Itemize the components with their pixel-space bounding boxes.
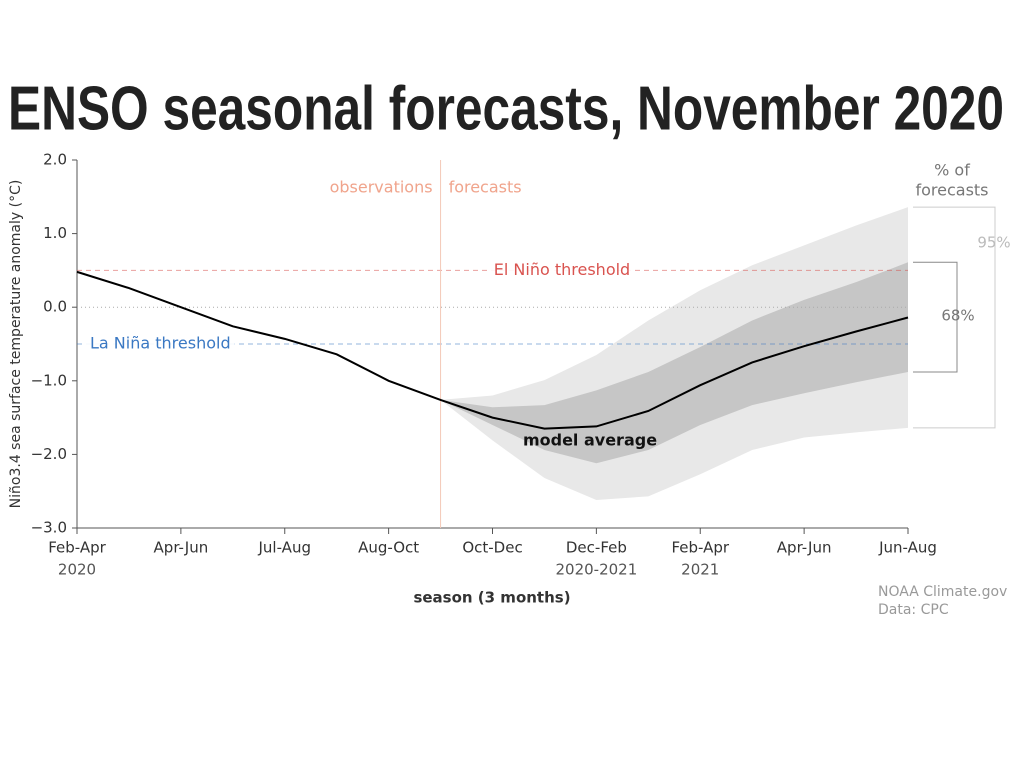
observations-label: observations <box>330 178 433 197</box>
x-axis-label: season (3 months) <box>413 589 570 607</box>
series-label: model average <box>523 431 657 450</box>
forecast-band <box>440 262 908 464</box>
legend-bracket <box>913 261 958 373</box>
model-average-line <box>76 270 909 430</box>
x-tick-year: 2020-2021 <box>555 561 637 579</box>
threshold-label-bg <box>86 333 235 353</box>
y-tick-label: −3.0 <box>31 519 67 537</box>
threshold-label: La Niña threshold <box>90 334 231 353</box>
legend-title: % of <box>934 161 970 180</box>
legend-title: forecasts <box>915 181 988 200</box>
credit: Data: CPC <box>878 602 949 618</box>
x-tick-year: 2020 <box>58 561 96 579</box>
x-tick-label: Oct-Dec <box>462 539 522 557</box>
threshold-label-bg <box>489 259 635 279</box>
credit: NOAA Climate.gov <box>878 584 1007 600</box>
x-tick-label: Jun-Aug <box>878 539 937 557</box>
y-tick-label: 2.0 <box>43 151 67 169</box>
x-tick-label: Apr-Jun <box>777 539 832 557</box>
x-tick-label: Feb-Apr <box>48 539 106 557</box>
y-tick-label: 0.0 <box>43 298 67 316</box>
y-tick-label: −1.0 <box>31 371 67 389</box>
legend-label: 95% <box>977 234 1010 252</box>
threshold-label: El Niño threshold <box>494 260 630 279</box>
legend-bracket <box>913 206 996 429</box>
x-tick-label: Aug-Oct <box>358 539 419 557</box>
y-tick-label: 1.0 <box>43 224 67 242</box>
chart-title: ENSO seasonal forecasts, November 2020 <box>8 74 1004 143</box>
x-tick-label: Dec-Feb <box>566 539 627 557</box>
x-tick-label: Jul-Aug <box>258 539 311 557</box>
x-tick-year: 2021 <box>681 561 719 579</box>
legend-label: 68% <box>941 307 974 325</box>
y-axis-label: Niño3.4 sea surface temperature anomaly … <box>8 180 24 509</box>
x-tick-label: Apr-Jun <box>154 539 209 557</box>
y-tick-label: −2.0 <box>31 445 67 463</box>
forecasts-label: forecasts <box>449 178 522 197</box>
x-tick-label: Feb-Apr <box>671 539 729 557</box>
